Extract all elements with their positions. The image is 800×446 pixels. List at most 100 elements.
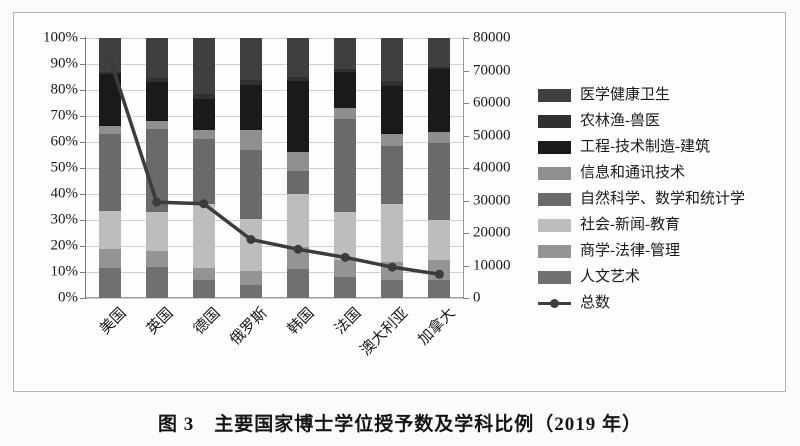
bar-segment-自然科学、数学和统计学 [145, 129, 168, 213]
bar-segment-人文艺术 [145, 266, 168, 298]
bar-segment-社会-新闻-教育 [239, 218, 262, 271]
legend-label: 总数 [580, 294, 611, 311]
bar-segment-自然科学、数学和统计学 [192, 139, 215, 205]
y-axis-tick-label-left: 60% [50, 133, 79, 150]
y-axis-tick-label-right: 60000 [473, 94, 511, 111]
bar-segment-医学健康卫生 [239, 38, 262, 80]
total-line [107, 56, 440, 277]
legend-label: 商学-法律-管理 [580, 242, 680, 259]
bar-segment-信息和通讯技术 [334, 108, 357, 119]
bar-segment-社会-新闻-教育 [381, 204, 404, 262]
bar-segment-农林渔-兽医 [239, 79, 262, 85]
bar-segment-医学健康卫生 [381, 38, 404, 81]
legend-swatch [538, 88, 571, 102]
y-axis-tick-label-left: 100% [43, 29, 78, 46]
bar-segment-人文艺术 [381, 279, 404, 298]
y-axis-tick-right [463, 298, 469, 299]
gridline [86, 246, 464, 247]
y-axis-tick-right [463, 168, 469, 169]
figure-caption: 图 3 主要国家博士学位授予数及学科比例（2019 年） [157, 414, 642, 435]
gridline [86, 220, 464, 221]
bar-column-美国 [98, 38, 121, 298]
bar-segment-信息和通讯技术 [98, 126, 121, 135]
line-marker [340, 252, 350, 262]
y-axis-tick-label-left: 0% [58, 289, 78, 306]
y-axis-tick-left [80, 142, 86, 143]
bar-segment-农林渔-兽医 [381, 80, 404, 87]
bar-segment-社会-新闻-教育 [287, 194, 310, 248]
bar-segment-商学-法律-管理 [239, 270, 262, 285]
bar-segment-商学-法律-管理 [145, 251, 168, 267]
bar-column-德国 [192, 38, 215, 298]
bar-segment-工程-技术制造-建筑 [192, 99, 215, 131]
legend-label: 信息和通讯技术 [580, 164, 686, 181]
bar-segment-人文艺术 [334, 277, 357, 298]
bar-segment-商学-法律-管理 [287, 247, 310, 270]
legend-label: 农林渔-兽医 [580, 112, 660, 129]
legend-label: 人文艺术 [580, 268, 641, 285]
legend-swatch [538, 244, 571, 258]
legend: 医学健康卫生 农林渔-兽医工程-技术制造-建筑 信息和通讯技术自然科学、数学和统计学… [538, 82, 745, 316]
y-axis-tick-right [463, 70, 469, 72]
bar-column-韩国 [287, 38, 310, 298]
bar-segment-人文艺术 [287, 269, 310, 298]
legend-row: 工程-技术制造-建筑 [538, 134, 745, 160]
bar-segment-社会-新闻-教育 [145, 212, 168, 252]
bar-column-法国 [334, 38, 357, 298]
legend-row: 社会-新闻-教育 [538, 212, 745, 238]
legend-label: 自然科学、数学和统计学 [580, 190, 746, 207]
y-axis-tick-label-right: 30000 [473, 192, 511, 208]
gridline [86, 298, 464, 299]
y-axis-tick-label-right: 70000 [473, 62, 511, 78]
total-line-svg [105, 53, 444, 279]
y-axis-tick-label-left: 10% [50, 263, 79, 280]
legend-row: 总数 [538, 290, 745, 316]
y-axis-tick-left [80, 64, 86, 65]
legend-label: 工程-技术制造-建筑 [580, 138, 710, 155]
legend-row: 医学健康卫生 [538, 82, 745, 108]
legend-label: 医学健康卫生 [580, 86, 671, 103]
y-axis-tick-left [80, 168, 86, 169]
line-marker [152, 197, 162, 207]
bar-column-英国 [145, 38, 168, 298]
gridline [86, 64, 464, 65]
legend-line-marker [550, 298, 559, 308]
bar-segment-人文艺术 [192, 279, 215, 298]
y-axis-tick-label-left: 80% [50, 81, 79, 98]
y-axis-tick-label-left: 40% [50, 185, 79, 202]
legend-label: 社会-新闻-教育 [580, 216, 680, 233]
legend-swatch [538, 218, 571, 232]
y-axis-tick-right [463, 265, 469, 267]
y-axis-tick-label-right: 50000 [473, 127, 511, 143]
y-axis-tick-label-left: 90% [50, 55, 79, 72]
legend-row: 人文艺术 [538, 264, 745, 290]
y-axis-tick-right [463, 233, 469, 234]
legend-row: 农林渔-兽医 [538, 108, 745, 134]
line-marker [199, 199, 209, 209]
y-axis-tick-label-left: 70% [50, 107, 79, 124]
y-axis-tick-label-right: 20000 [473, 224, 511, 241]
y-axis-tick-left [80, 38, 86, 39]
bar-segment-人文艺术 [239, 285, 262, 298]
bar-segment-工程-技术制造-建筑 [287, 80, 310, 153]
bar-segment-医学健康卫生 [428, 38, 451, 67]
bar-segment-农林渔-兽医 [192, 93, 215, 100]
gridline [86, 168, 464, 169]
bar-segment-自然科学、数学和统计学 [98, 134, 121, 211]
bar-segment-工程-技术制造-建筑 [428, 69, 451, 132]
legend-row: 商学-法律-管理 [538, 238, 745, 264]
bar-segment-信息和通讯技术 [192, 130, 215, 140]
bar-segment-医学健康卫生 [145, 38, 168, 79]
gridline [86, 38, 464, 39]
gridline [86, 116, 464, 117]
bar-segment-信息和通讯技术 [381, 134, 404, 146]
y-axis-tick-right [463, 135, 469, 137]
bar-segment-农林渔-兽医 [334, 69, 357, 72]
y-axis-tick-left [80, 116, 86, 117]
line-marker [293, 244, 303, 254]
y-axis-tick-left [80, 90, 86, 91]
bar-segment-工程-技术制造-建筑 [239, 84, 262, 131]
y-axis-tick-label-left: 50% [50, 159, 79, 176]
legend-swatch [538, 166, 571, 180]
legend-swatch [538, 270, 571, 284]
